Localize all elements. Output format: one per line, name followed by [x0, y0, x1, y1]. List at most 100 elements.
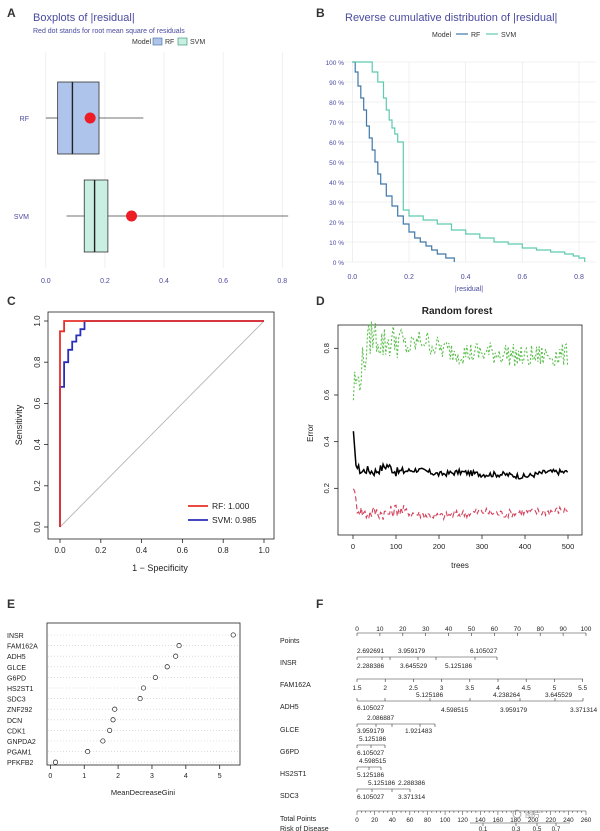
- panel-b-y-tick-label: 40 %: [329, 180, 344, 187]
- panel-b-y-tick-label: 70 %: [329, 120, 344, 127]
- panel-c-legend-label: SVM: 0.985: [212, 515, 257, 525]
- panel-f-fam162a-tick-label: 2: [383, 685, 387, 692]
- panel-e-x-tick-label: 5: [218, 773, 222, 780]
- panel-c-y-tick-label: 0.6: [33, 397, 42, 409]
- panel-c-reference-line: [59, 320, 265, 528]
- panel-c-y-axis-label: Sensitivity: [14, 404, 24, 445]
- panel-e-x-tick-label: 4: [184, 773, 188, 780]
- panel-e-point: [152, 674, 158, 680]
- panel-f-risk-tick-label: 0.5: [533, 826, 542, 831]
- panel-f-adh5-label: 3.371314: [570, 707, 597, 714]
- panel-f-points-tick-label: 30: [422, 626, 430, 633]
- panel-b-y-tick-label: 50 %: [329, 160, 344, 167]
- panel-c-y-tick-label: 0.4: [33, 438, 42, 450]
- panel-f-insr-label: 3.959179: [398, 648, 425, 655]
- panel-c-x-tick-label: 0.6: [177, 546, 189, 555]
- panel-b-x-axis-label: |residual|: [455, 286, 483, 293]
- panel-a-box-svm: [83, 179, 109, 253]
- panel-b-series-svm: [352, 61, 586, 262]
- panel-e-point: [52, 759, 59, 765]
- panel-e-gene-label: FAM162A: [7, 644, 38, 651]
- panel-a-category-label: RF: [20, 116, 29, 123]
- panel-e-letter: E: [7, 597, 15, 611]
- panel-f-points-tick-label: 0: [355, 626, 359, 633]
- panel-f-hs2st1-label: 4.598515: [359, 758, 386, 765]
- panel-a-category-label: SVM: [14, 214, 29, 221]
- panel-e-point: [110, 717, 116, 723]
- panel-e-gene-label: HS2ST1: [7, 686, 34, 693]
- panel-b-y-tick-label: 80 %: [329, 100, 344, 107]
- panel-f-sdc3-label: 5.125186: [368, 780, 395, 787]
- panel-b-legend-title: Model: [432, 32, 452, 39]
- panel-f-row-label: Points: [280, 638, 300, 645]
- panel-b-x-tick-label: 0.6: [517, 274, 527, 281]
- panel-d-y-tick-label: 0.8: [322, 343, 331, 353]
- panel-f-total-tick-label: 260: [581, 817, 592, 824]
- panel-a-subtitle: Red dot stands for root mean square of r…: [33, 28, 185, 35]
- panel-d-x-tick-label: 300: [476, 542, 489, 551]
- panel-b-y-tick-label: 0 %: [333, 260, 344, 267]
- panel-f-points-tick-label: 60: [491, 626, 499, 633]
- panel-e-point: [100, 738, 106, 744]
- panel-f-insr-label: 6.105027: [470, 648, 497, 655]
- panel-f-points-tick-label: 70: [514, 626, 522, 633]
- panel-b-y-tick-label: 100 %: [326, 60, 345, 67]
- panel-b-x-tick-label: 0.8: [574, 274, 584, 281]
- panel-b-series-rf: [352, 61, 455, 262]
- panel-e-point: [112, 706, 118, 712]
- panel-f-points-tick-label: 10: [376, 626, 384, 633]
- panel-f-total-tick-label: 100: [440, 817, 451, 824]
- panel-d-x-tick-label: 400: [519, 542, 532, 551]
- panel-f-fam162a-tick-label: 3.5: [465, 685, 474, 692]
- panel-a-title: Boxplots of |residual|: [33, 12, 135, 24]
- panel-f-sdc3-label: 3.371314: [398, 794, 425, 801]
- panel-c-x-axis-label: 1 − Specificity: [132, 563, 188, 573]
- panel-a-legend-swatch-rf: [152, 37, 163, 46]
- panel-d-x-tick-label: 500: [562, 542, 575, 551]
- panel-f-glce-label: 1.921483: [405, 728, 432, 735]
- panel-f-total-tick-label: 200: [528, 817, 539, 824]
- panel-c-x-tick-label: 0.8: [218, 546, 230, 555]
- panel-e-gene-label: PGAM1: [7, 750, 32, 757]
- panel-c-y-tick-label: 0.8: [33, 356, 42, 368]
- panel-b-letter: B: [316, 6, 325, 20]
- panel-d-y-axis-label: Error: [306, 424, 315, 442]
- panel-f-total-tick-label: 160: [493, 817, 504, 824]
- panel-f-total-tick-label: 240: [563, 817, 574, 824]
- panel-f-adh5-label: 6.105027: [357, 705, 384, 712]
- panel-b-y-tick-label: 60 %: [329, 140, 344, 147]
- panel-e-gene-label: SDC3: [7, 697, 26, 704]
- panel-d-series-class2: [352, 321, 569, 401]
- panel-f-risk-tick-label: 0.7: [552, 826, 561, 831]
- panel-d-y-tick-label: 0.4: [322, 436, 331, 446]
- panel-b-title: Reverse cumulative distribution of |resi…: [345, 12, 557, 24]
- panel-f-total-tick-label: 60: [406, 817, 414, 824]
- panel-c-x-tick-label: 1.0: [258, 546, 270, 555]
- panel-f-sdc3-label: 2.288386: [398, 780, 425, 787]
- panel-e-gene-label: G6PD: [7, 675, 26, 682]
- panel-f-row-label: INSR: [280, 660, 297, 667]
- panel-c-y-tick-label: 0.2: [33, 480, 42, 492]
- panel-e-gene-label: GLCE: [7, 665, 26, 672]
- panel-b-x-tick-label: 0.4: [461, 274, 471, 281]
- panel-e-x-axis-label: MeanDecreaseGini: [111, 788, 176, 797]
- panel-c-x-tick-label: 0.2: [95, 546, 107, 555]
- panel-c-roc-rf: [59, 320, 264, 527]
- panel-f-row-label: FAM162A: [280, 682, 311, 689]
- panel-e-point: [85, 749, 91, 755]
- panel-f-total-tick-label: 80: [424, 817, 432, 824]
- panel-c-legend-label: RF: 1.000: [212, 501, 250, 511]
- panel-f-g6pd-label: 6.105027: [357, 750, 384, 757]
- panel-f-insr-label: 3.645529: [400, 663, 427, 670]
- panel-e-point: [140, 685, 147, 691]
- panel-f-points-tick-label: 20: [399, 626, 407, 633]
- panel-f-glce-label: 3.959179: [357, 728, 384, 735]
- panel-f-row-label: G6PD: [280, 749, 299, 756]
- panel-d-series-class1: [352, 488, 568, 522]
- panel-f-row-label: SDC3: [280, 793, 299, 800]
- panel-e-gene-label: CDK1: [7, 728, 26, 735]
- panel-f-glce-label: 2.086887: [367, 715, 394, 722]
- panel-c-x-tick-label: 0.4: [136, 546, 148, 555]
- panel-f-letter: F: [316, 597, 323, 611]
